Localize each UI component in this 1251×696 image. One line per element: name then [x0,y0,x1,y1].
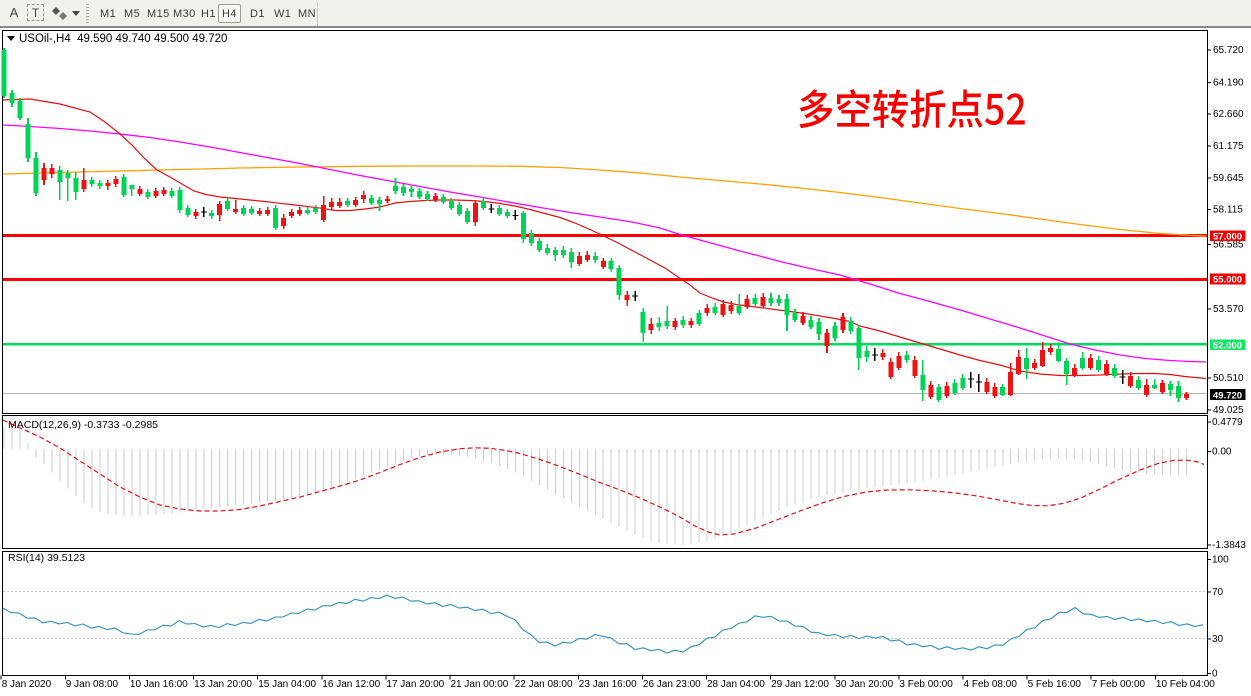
svg-text:62.660: 62.660 [1213,109,1244,120]
svg-text:61.175: 61.175 [1213,141,1244,152]
svg-text:30 Jan 20:00: 30 Jan 20:00 [835,679,893,690]
svg-text:23 Jan 16:00: 23 Jan 16:00 [579,679,637,690]
svg-text:3 Feb 00:00: 3 Feb 00:00 [899,679,953,690]
svg-text:0.00: 0.00 [1212,447,1232,458]
svg-text:10 Feb 04:00: 10 Feb 04:00 [1156,679,1215,690]
svg-text:0: 0 [1212,669,1218,680]
svg-text:10 Jan 16:00: 10 Jan 16:00 [130,679,188,690]
svg-text:MACD(12,26,9) -0.3733 -0.2985: MACD(12,26,9) -0.3733 -0.2985 [8,419,158,431]
svg-text:30: 30 [1212,634,1224,645]
svg-text:9 Jan 08:00: 9 Jan 08:00 [66,679,119,690]
svg-text:21 Jan 00:00: 21 Jan 00:00 [451,679,509,690]
svg-text:28 Jan 04:00: 28 Jan 04:00 [707,679,765,690]
svg-text:15 Jan 04:00: 15 Jan 04:00 [258,679,316,690]
svg-text:49.720: 49.720 [1213,390,1242,401]
svg-text:-1.3843: -1.3843 [1212,540,1246,551]
svg-text:55.000: 55.000 [1213,275,1242,286]
svg-text:16 Jan 12:00: 16 Jan 12:00 [322,679,380,690]
svg-text:56.585: 56.585 [1213,240,1244,251]
svg-text:26 Jan 23:00: 26 Jan 23:00 [643,679,701,690]
svg-text:52.000: 52.000 [1213,340,1242,351]
svg-text:65.720: 65.720 [1213,45,1244,56]
svg-text:7 Feb 00:00: 7 Feb 00:00 [1092,679,1146,690]
svg-text:53.570: 53.570 [1213,304,1244,315]
svg-text:5 Feb 16:00: 5 Feb 16:00 [1028,679,1082,690]
svg-text:100: 100 [1212,555,1229,566]
svg-text:22 Jan 08:00: 22 Jan 08:00 [515,679,573,690]
svg-text:13 Jan 20:00: 13 Jan 20:00 [194,679,252,690]
svg-text:59.645: 59.645 [1213,173,1244,184]
svg-text:29 Jan 12:00: 29 Jan 12:00 [771,679,829,690]
svg-text:17 Jan 20:00: 17 Jan 20:00 [386,679,444,690]
svg-text:49.025: 49.025 [1213,405,1244,416]
svg-text:4 Feb 08:00: 4 Feb 08:00 [964,679,1018,690]
svg-text:0.4779: 0.4779 [1212,417,1243,428]
svg-text:70: 70 [1212,587,1224,598]
svg-text:58.115: 58.115 [1213,205,1243,216]
svg-text:64.190: 64.190 [1213,78,1244,89]
svg-text:USOil-,H4 49.590 49.740 49.50: USOil-,H4 49.590 49.740 49.500 49.720 [19,33,227,45]
svg-text:57.000: 57.000 [1213,232,1242,243]
svg-text:50.510: 50.510 [1213,373,1244,384]
svg-text:RSI(14) 39.5123: RSI(14) 39.5123 [8,552,85,564]
svg-text:8 Jan 2020: 8 Jan 2020 [2,679,52,690]
